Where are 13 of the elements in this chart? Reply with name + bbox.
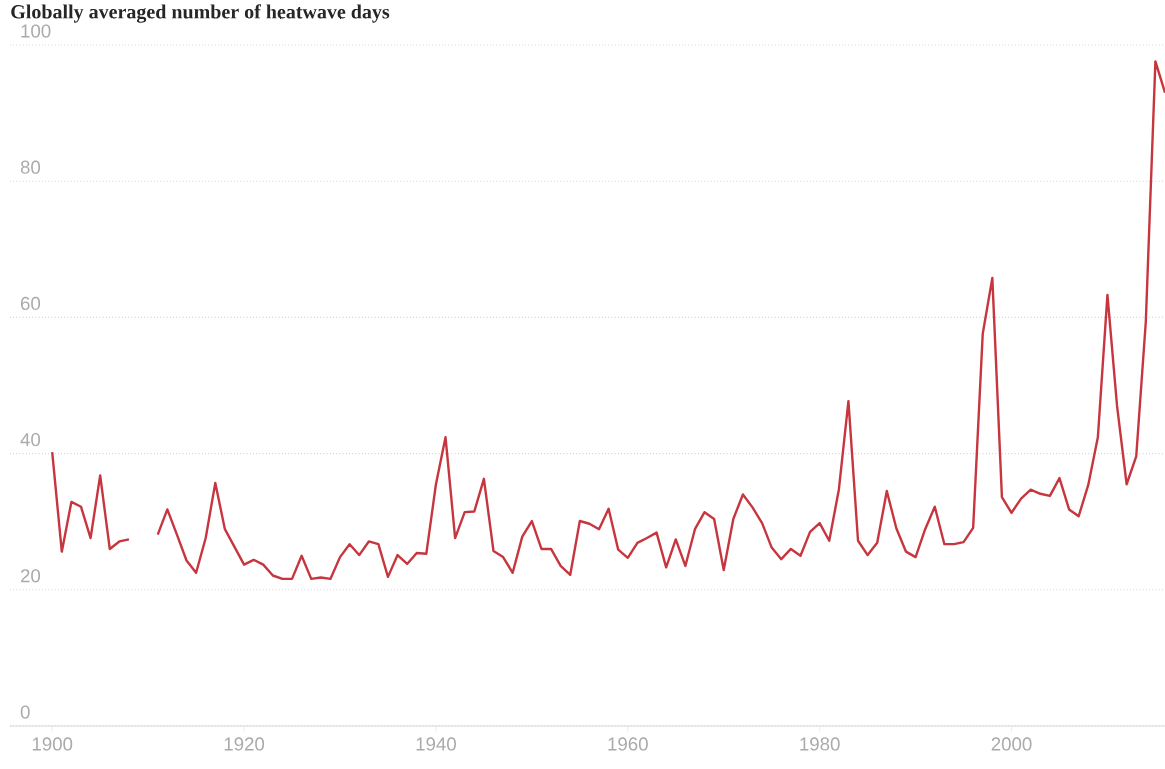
y-tick-label: 80 (20, 160, 41, 174)
chart-title: Globally averaged number of heatwave days (11, 4, 390, 23)
y-tick-label: 0 (20, 705, 30, 719)
y-tick-label: 20 (20, 569, 41, 583)
y-tick-label: 60 (20, 296, 41, 311)
y-tick-label: 100 (21, 24, 51, 38)
y-tick-label: 40 (20, 432, 41, 447)
x-tick-label: 1960 (608, 737, 648, 751)
x-tick-label: 1900 (32, 737, 73, 751)
x-tick-label: 1940 (416, 737, 456, 751)
x-tick-label: 1920 (224, 737, 265, 751)
x-tick-label: 1980 (800, 737, 840, 751)
x-tick-label: 2000 (991, 737, 1032, 751)
